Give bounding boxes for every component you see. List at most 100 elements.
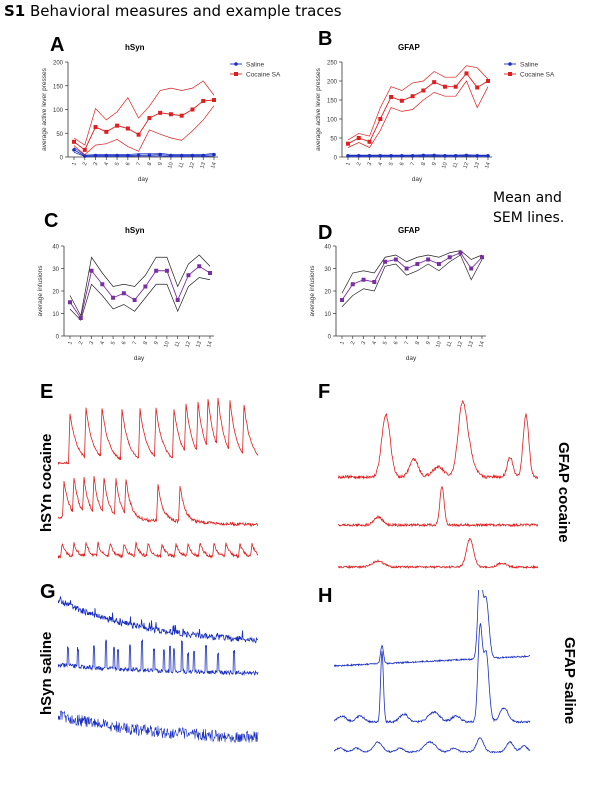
y-tick-label-d: 40 <box>324 245 331 251</box>
x-tick-label-a: 1 <box>71 162 78 167</box>
legend-marker-a <box>234 72 238 76</box>
panel-letter-c: C <box>44 210 59 232</box>
x-tick-label-d: 1 <box>339 341 346 346</box>
note-line-2: SEM lines. <box>493 210 565 226</box>
point-a-saline <box>115 153 119 158</box>
x-tick-label-b: 12 <box>463 162 471 170</box>
point-b-saline <box>356 154 361 158</box>
point-a-cocaine-sa <box>104 129 109 134</box>
trace-g-2 <box>58 639 259 677</box>
y-tick-label-c: 0 <box>56 335 60 341</box>
point-b-saline <box>453 154 458 158</box>
x-tick-label-d: 6 <box>393 341 400 346</box>
panel-letter-e: E <box>40 381 54 403</box>
y-tick-label-b: 150 <box>327 99 338 105</box>
x-tick-label-a: 10 <box>167 162 175 170</box>
point-d-series <box>436 262 441 266</box>
x-tick-label-b: 3 <box>367 162 374 167</box>
sem-lower-line-b-cocaine-sa <box>347 80 489 148</box>
y-tick-label-a: 0 <box>60 156 64 162</box>
mean-line-a-cocaine-sa <box>73 99 215 151</box>
y-tick-label-a: 100 <box>53 108 64 114</box>
trace-e-2 <box>58 475 259 527</box>
legend-label-a: Saline <box>246 62 264 69</box>
point-b-saline <box>378 154 383 158</box>
x-tick-label-b: 1 <box>345 162 352 167</box>
x-tick-label-c: 14 <box>206 341 214 349</box>
point-d-series <box>350 282 355 287</box>
y-tick-label-c: 20 <box>52 290 59 296</box>
point-c-series <box>197 264 202 269</box>
point-a-saline <box>212 152 216 157</box>
panel-letter-f: F <box>318 381 331 403</box>
point-a-saline <box>72 148 76 152</box>
x-tick-label-a: 4 <box>104 162 111 167</box>
y-tick-label-d: 0 <box>328 335 332 341</box>
trace-h-2 <box>334 623 531 724</box>
x-tick-label-a: 7 <box>136 162 143 167</box>
gfap-cocaine-label: GFAP cocaine <box>555 442 572 543</box>
legend-label-b: Saline <box>520 62 538 69</box>
sem-upper-line-a-saline <box>73 147 215 156</box>
y-tick-label-b: 200 <box>327 80 338 86</box>
x-tick-label-b: 13 <box>473 162 481 170</box>
point-b-saline <box>367 154 372 158</box>
traces-f <box>338 400 538 570</box>
y-tick-label-b: 0 <box>334 156 338 162</box>
x-tick-label-a: 9 <box>157 162 164 167</box>
point-b-cocaine-sa <box>453 84 458 89</box>
x-tick-label-a: 14 <box>210 162 218 170</box>
point-d-series <box>340 298 344 302</box>
point-b-saline <box>486 154 490 158</box>
x-tick-label-c: 12 <box>185 341 193 349</box>
point-d-series <box>480 255 484 260</box>
hsyn-cocaine-label: hSYn cocaine <box>38 433 55 532</box>
point-a-saline <box>169 153 173 158</box>
point-c-series <box>132 298 137 302</box>
x-axis-label-c: day <box>134 355 145 362</box>
x-tick-label-b: 4 <box>378 162 385 167</box>
point-a-saline <box>104 153 109 158</box>
x-tick-label-b: 9 <box>431 162 438 167</box>
point-a-cocaine-sa <box>201 98 206 103</box>
panel-letter-d: D <box>318 222 333 244</box>
x-tick-label-c: 9 <box>153 341 160 346</box>
y-tick-label-a: 50 <box>56 132 63 138</box>
x-tick-label-a: 12 <box>189 162 197 170</box>
point-d-series <box>372 280 377 284</box>
point-b-cocaine-sa <box>389 94 394 99</box>
point-a-cocaine-sa <box>136 132 141 137</box>
x-tick-label-b: 10 <box>441 162 449 170</box>
x-tick-label-d: 2 <box>350 341 357 346</box>
point-b-saline <box>421 153 426 158</box>
x-tick-label-b: 7 <box>410 162 417 167</box>
x-tick-label-b: 6 <box>399 162 406 167</box>
legend-label-b: Cocaine SA <box>520 72 555 79</box>
point-a-saline <box>201 153 206 158</box>
figure-number: S1 <box>4 2 26 20</box>
y-tick-label-c: 30 <box>52 267 59 273</box>
x-tick-label-d: 11 <box>446 341 454 348</box>
y-tick-label-d: 20 <box>324 290 331 296</box>
point-b-saline <box>410 154 415 158</box>
trace-f-3 <box>338 537 538 570</box>
trace-g-3 <box>58 710 259 744</box>
point-c-series <box>164 268 169 273</box>
x-tick-label-a: 8 <box>147 162 154 167</box>
point-c-series <box>121 291 126 296</box>
point-d-series <box>458 250 463 255</box>
point-d-series <box>469 266 474 271</box>
point-a-cocaine-sa <box>212 98 216 102</box>
x-tick-label-c: 1 <box>67 341 74 346</box>
panel-letter-b: B <box>318 28 333 50</box>
point-b-saline <box>346 154 350 158</box>
x-tick-label-c: 4 <box>100 341 107 346</box>
traces-e <box>58 397 259 560</box>
x-tick-label-c: 10 <box>163 341 171 349</box>
point-c-series <box>78 316 83 320</box>
y-axis-label-c: average infusions <box>37 265 44 317</box>
point-a-saline <box>82 154 87 158</box>
y-tick-label-a: 200 <box>53 61 64 67</box>
